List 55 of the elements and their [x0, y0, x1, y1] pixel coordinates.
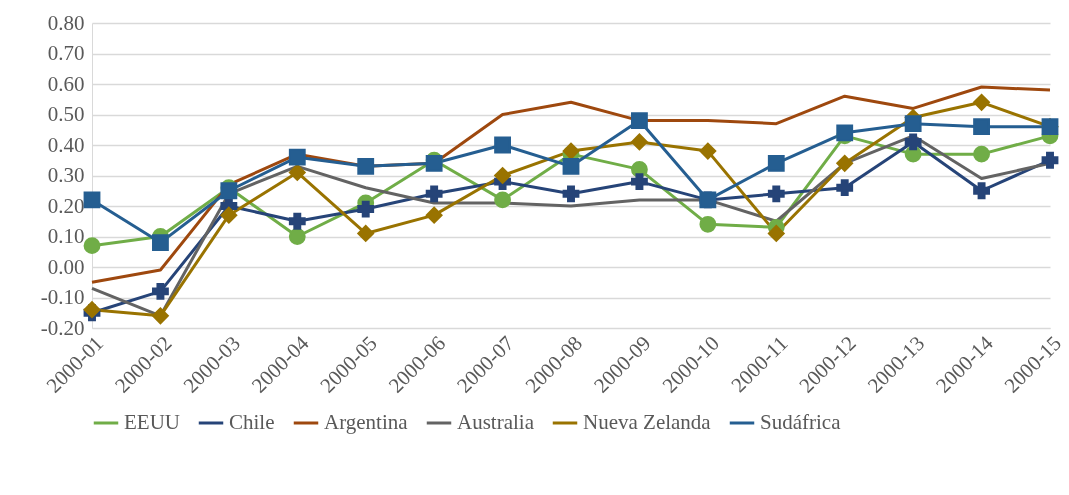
legend-label: Nueva Zelanda	[583, 410, 712, 434]
point	[494, 167, 511, 184]
legend-label: EEUU	[124, 410, 180, 434]
y-tick-label: 0.40	[47, 132, 85, 157]
point	[425, 206, 443, 224]
point	[425, 185, 443, 203]
point	[767, 185, 785, 203]
point	[767, 225, 785, 242]
point	[152, 282, 169, 300]
point	[973, 93, 990, 111]
y-tick-label: -0.10	[40, 285, 85, 309]
point	[357, 157, 375, 175]
point	[1041, 151, 1059, 169]
point	[288, 148, 306, 166]
point	[904, 115, 922, 133]
point	[562, 157, 580, 175]
y-tick-label: 0.60	[47, 71, 85, 96]
point	[152, 307, 169, 325]
line-series	[90, 85, 1052, 284]
point	[699, 215, 717, 233]
legend-label: Sudáfrica	[760, 410, 842, 434]
point	[357, 225, 375, 242]
y-tick-label: 0.00	[47, 254, 85, 279]
point	[220, 206, 238, 224]
y-tick-label: 0.50	[47, 102, 85, 126]
legend-label: Australia	[457, 410, 535, 434]
legend-label: Argentina	[324, 410, 409, 434]
point	[288, 212, 306, 230]
point	[152, 234, 169, 252]
point	[357, 200, 375, 218]
point	[288, 164, 306, 181]
y-tick-label: 0.30	[47, 163, 85, 187]
y-tick-label: 0.10	[47, 224, 85, 248]
point	[83, 191, 101, 209]
point	[288, 228, 306, 245]
point	[631, 173, 648, 191]
point	[494, 136, 511, 154]
point	[494, 191, 511, 209]
y-tick-label: 0.80	[47, 10, 85, 35]
point	[836, 154, 854, 172]
point	[973, 145, 990, 163]
point	[973, 118, 990, 136]
point	[631, 112, 648, 130]
point	[83, 237, 101, 255]
point	[699, 142, 717, 160]
point	[767, 154, 785, 172]
point	[973, 182, 990, 200]
point	[836, 179, 854, 197]
point	[904, 133, 922, 151]
legend-label: Chile	[229, 410, 275, 434]
y-tick-label: 0.70	[47, 41, 85, 65]
y-tick-label: 0.20	[47, 193, 85, 218]
y-tick-label: -0.20	[40, 315, 85, 340]
point	[562, 185, 580, 203]
point	[631, 133, 648, 151]
